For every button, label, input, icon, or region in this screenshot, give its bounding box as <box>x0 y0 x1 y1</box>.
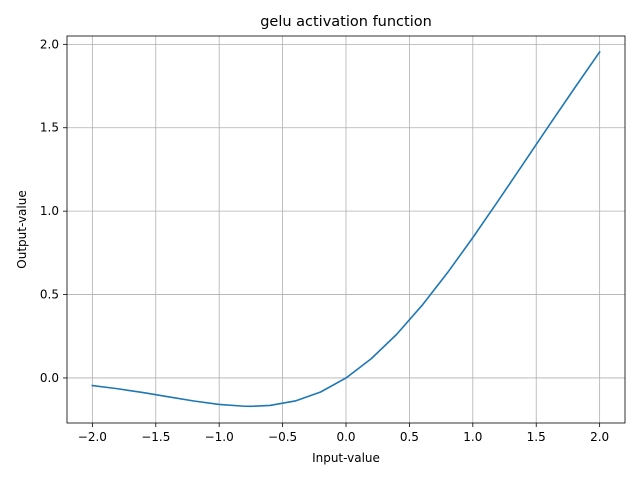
x-tick-label: −1.0 <box>205 430 234 444</box>
y-axis-label: Output-value <box>15 190 29 268</box>
x-tick-label: −1.5 <box>141 430 170 444</box>
y-tick-label: 1.0 <box>40 204 59 218</box>
grid <box>67 36 625 423</box>
chart-title: gelu activation function <box>260 14 432 30</box>
x-tick-label: −0.5 <box>268 430 297 444</box>
gelu-series-line <box>91 50 601 408</box>
x-tick-label: −2.0 <box>78 430 107 444</box>
y-tick-label: 0.0 <box>40 371 59 385</box>
y-tick-label: 0.5 <box>40 288 59 302</box>
x-tick-label: 2.0 <box>590 430 609 444</box>
y-tick-label: 1.5 <box>40 121 59 135</box>
series-layer <box>91 50 601 408</box>
x-tick-label: 1.5 <box>527 430 546 444</box>
x-axis-label: Input-value <box>312 451 380 465</box>
x-tick-label: 0.0 <box>336 430 355 444</box>
ticks: −2.0 −1.5 −1.0 −0.5 0.0 0.5 1.0 1.5 2.0 0.0 0.5 1.0… <box>40 37 609 444</box>
y-tick-label: 2.0 <box>40 37 59 51</box>
x-tick-label: 1.0 <box>463 430 482 444</box>
x-tick-label: 0.5 <box>400 430 419 444</box>
